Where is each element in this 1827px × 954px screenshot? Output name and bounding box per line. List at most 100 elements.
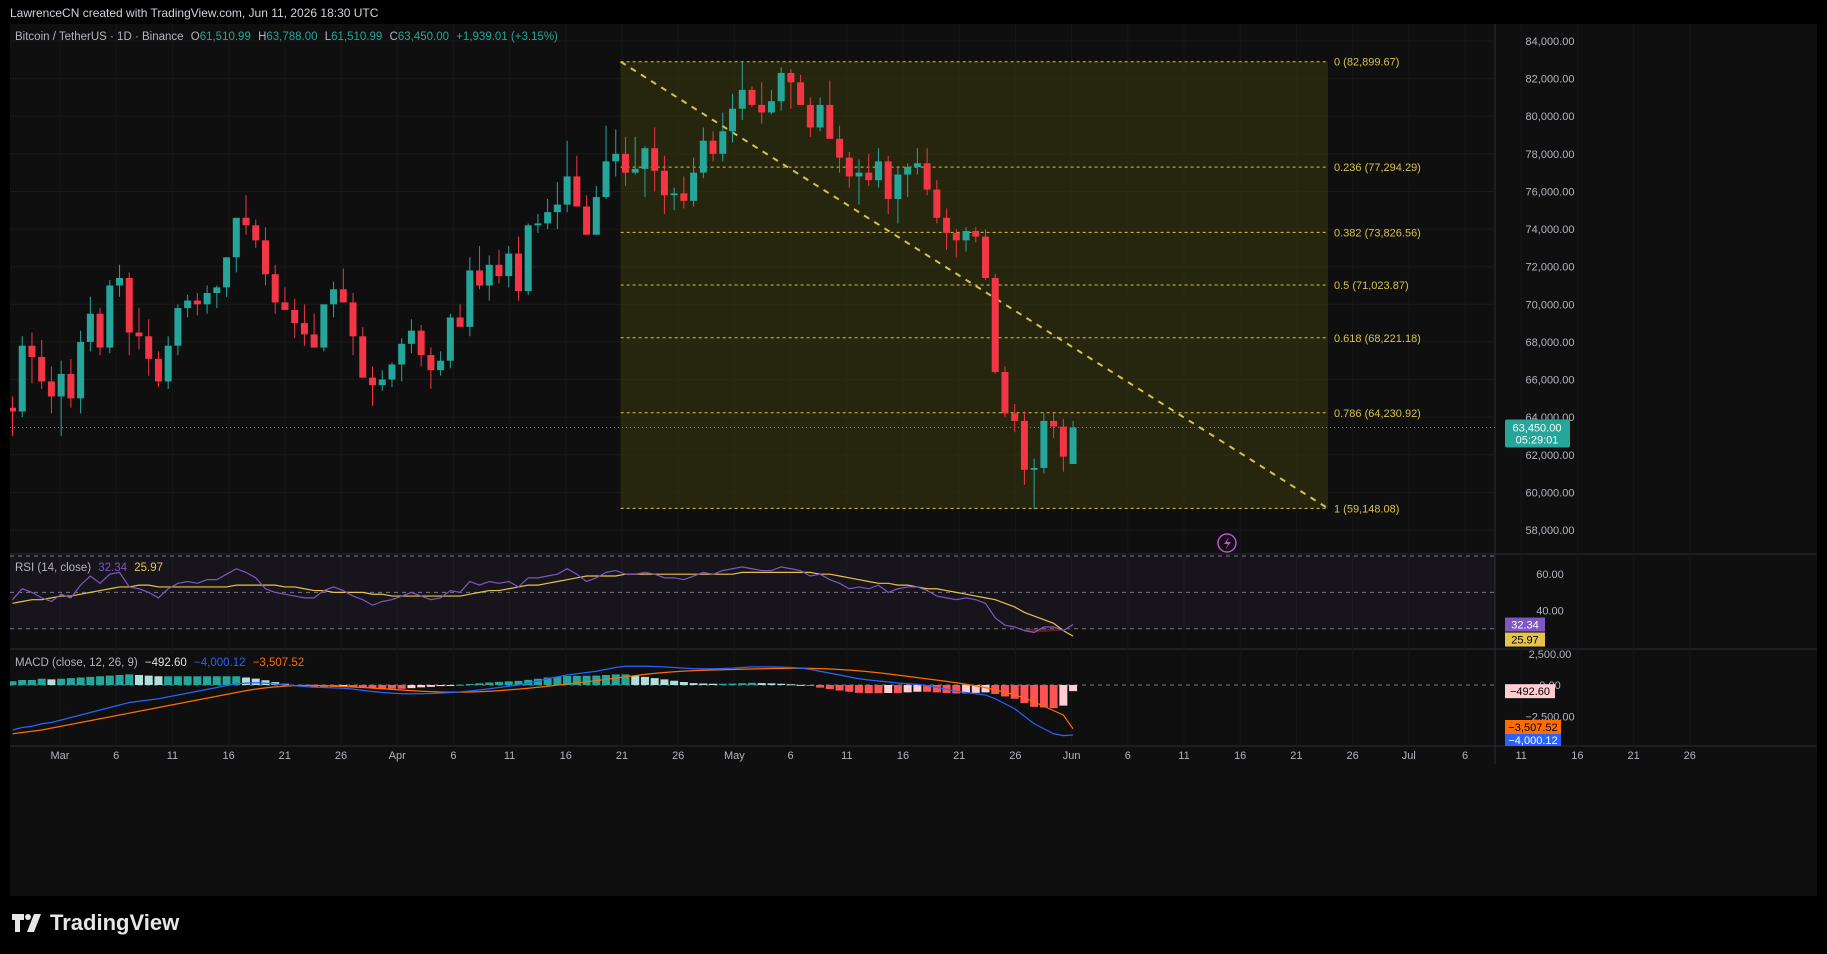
candle-body <box>894 174 902 199</box>
macd-histogram-bar <box>631 675 640 685</box>
macd-histogram-bar <box>884 685 893 693</box>
macd-histogram-bar <box>349 685 358 688</box>
macd-histogram-bar <box>524 679 533 685</box>
current-price-badge <box>1505 419 1570 448</box>
rsi-value: 32.34 <box>98 562 128 574</box>
macd-histogram-bar <box>10 681 17 685</box>
candle-body <box>806 104 814 128</box>
time-axis-label: 16 <box>222 750 234 762</box>
chart-frame[interactable]: 0 (82,899.67) 0.236 (77,294.29) 0.382 (73,… <box>10 24 1817 896</box>
macd-histogram-bar <box>718 683 727 685</box>
candle-body <box>563 176 571 205</box>
candle-body <box>709 140 717 154</box>
candle-body <box>553 204 561 213</box>
fib-level-label: 0.786 (64,230.92) <box>1334 408 1421 420</box>
candle-body <box>446 317 454 361</box>
price-axis-label: 84,000.00 <box>1526 36 1575 48</box>
tradingview-logo[interactable]: TradingView <box>12 910 179 936</box>
time-axis-label: 26 <box>1346 750 1358 762</box>
macd-histogram-bar <box>728 683 737 685</box>
macd-histogram-bar <box>611 674 620 685</box>
candle-body <box>193 300 201 305</box>
time-axis-label: 16 <box>1571 750 1583 762</box>
price-axis-label: 60,000.00 <box>1526 487 1575 499</box>
macd-histogram-bar <box>855 685 864 693</box>
macd-signal-value: −3,507.52 <box>252 657 305 669</box>
macd-histogram-bar <box>874 685 883 694</box>
candle-body <box>1040 420 1048 468</box>
macd-histogram-bar <box>1059 685 1068 706</box>
macd-histogram-bar <box>426 685 435 687</box>
open-value: 61,510.99 <box>199 31 251 43</box>
macd-histogram-bar <box>699 683 708 685</box>
time-axis-label: 11 <box>841 750 852 762</box>
candle-body <box>456 317 464 327</box>
macd-histogram-bar <box>572 675 581 685</box>
candle-body <box>1020 420 1028 470</box>
macd-hist-badge-text: −492.60 <box>1510 686 1550 698</box>
macd-histogram-bar <box>806 685 815 686</box>
candle-body <box>972 230 980 237</box>
macd-histogram-bar <box>164 676 173 685</box>
time-axis-label: 16 <box>560 750 572 762</box>
price-axis-label: 80,000.00 <box>1526 111 1575 123</box>
macd-histogram-bar <box>47 679 56 685</box>
macd-histogram-bar <box>670 680 679 685</box>
candle-body <box>699 140 707 173</box>
candle-body <box>592 197 600 235</box>
candle-body <box>602 161 610 198</box>
macd-histogram-bar <box>563 676 572 685</box>
price-axis-label: 74,000.00 <box>1526 224 1575 236</box>
macd-name: MACD (close, 12, 26, 9) <box>15 657 138 669</box>
macd-histogram-bar <box>923 685 932 692</box>
rsi-ma-value: 25.97 <box>134 562 164 574</box>
macd-histogram-bar <box>650 678 659 685</box>
candle-body <box>845 157 853 177</box>
macd-histogram-bar <box>777 683 786 685</box>
macd-histogram-bar <box>417 685 426 688</box>
candle-body <box>86 313 94 342</box>
macd-histogram-bar <box>105 675 114 685</box>
candle-body <box>680 193 688 201</box>
time-axis-label: 21 <box>1627 750 1639 762</box>
time-axis-label: 11 <box>167 750 178 762</box>
candle-body <box>660 170 668 196</box>
high-label: H <box>258 31 267 43</box>
candle-body <box>213 287 221 294</box>
candle-body <box>77 341 85 399</box>
candle-body <box>573 176 581 207</box>
macd-axis-label: 2,500.00 <box>1529 649 1572 661</box>
candle-body <box>923 163 931 190</box>
rsi-axis-label: 60.00 <box>1536 569 1564 581</box>
candle-body <box>154 358 162 382</box>
candle-body <box>476 270 484 286</box>
macd-histogram-bar <box>495 681 503 685</box>
candle-body <box>135 332 143 337</box>
rsi-ma-badge-text: 25.97 <box>1511 635 1539 647</box>
macd-legend: MACD (close, 12, 26, 9) −492.60 −4,000.1… <box>15 657 308 669</box>
candle-body <box>339 289 347 303</box>
candle-body <box>281 302 289 310</box>
candle-body <box>777 72 785 102</box>
candle-body <box>38 356 46 382</box>
macd-histogram-bar <box>640 676 649 685</box>
countdown-badge-value: 05:29:01 <box>1516 434 1559 446</box>
candle-body <box>427 355 435 371</box>
candle-body <box>300 323 308 335</box>
macd-histogram-bar <box>767 683 776 685</box>
candle-body <box>96 313 104 348</box>
time-axis-label: 6 <box>1462 750 1468 762</box>
candle-body <box>388 364 396 380</box>
macd-signal-line <box>12 667 1074 735</box>
chart-canvas[interactable]: 0 (82,899.67) 0.236 (77,294.29) 0.382 (73,… <box>10 24 1817 896</box>
macd-histogram-bar <box>689 683 698 685</box>
candle-body <box>719 131 727 154</box>
macd-histogram-bar <box>786 684 795 686</box>
time-axis-label: 21 <box>279 750 291 762</box>
macd-histogram-bar <box>456 684 465 686</box>
candle-body <box>261 240 269 275</box>
macd-signal-badge <box>1505 720 1561 734</box>
macd-histogram-bar <box>465 684 474 685</box>
time-axis-label: 11 <box>1178 750 1189 762</box>
time-axis-label: 6 <box>788 750 794 762</box>
